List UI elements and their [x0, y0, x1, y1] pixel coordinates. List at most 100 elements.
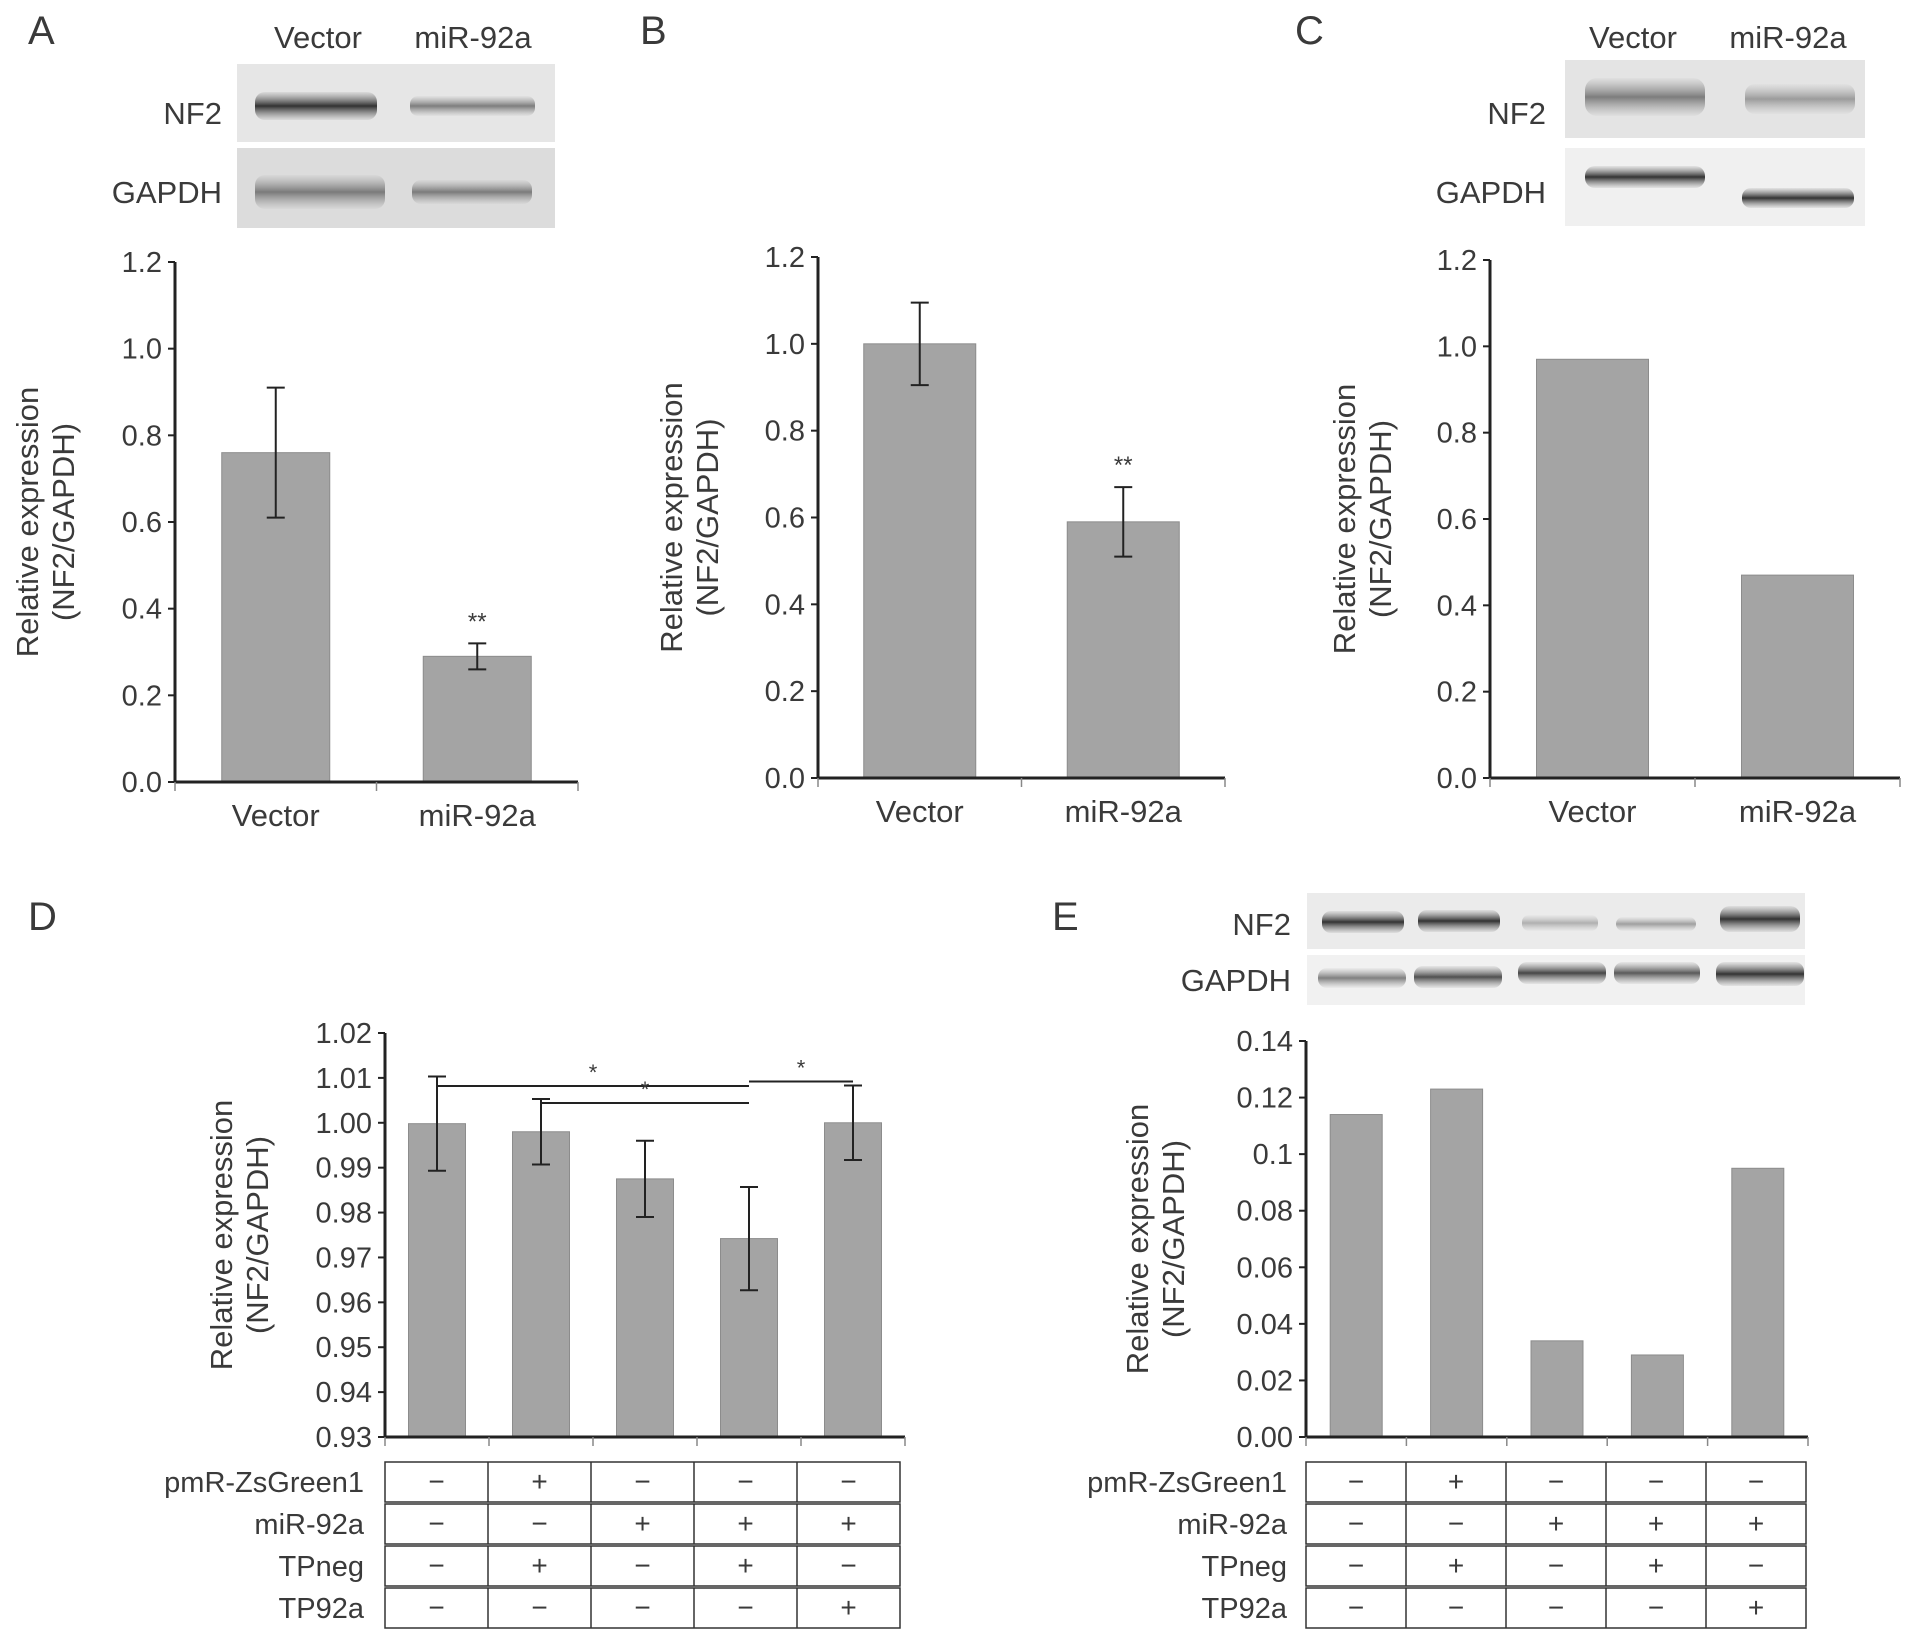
chart-e-ylabel-line-1: Relative expression: [1120, 1104, 1155, 1375]
blot-c-row-label-nf2: NF2: [1487, 96, 1546, 131]
chart-c-ytick-label-0: 0.0: [1437, 763, 1477, 795]
blot-a-row-label-gapdh: GAPDH: [112, 175, 222, 210]
blot-e-gapdh-band-3: [1518, 962, 1606, 984]
chart-d-ytick-label-8: 1.01: [316, 1063, 372, 1095]
blot-c-gapdh-band-vector: [1585, 166, 1705, 188]
blot-e-gapdh-band-1: [1318, 968, 1406, 988]
panel-letter-b: B: [640, 9, 667, 53]
table-e-cell-1-1: −: [1348, 1466, 1364, 1497]
blot-e-gapdh-band-2: [1414, 966, 1502, 988]
table-e-cell-1-5: −: [1748, 1466, 1764, 1497]
blot-c-nf2-band-mir92a: [1745, 84, 1855, 114]
table-e-row-label-1: pmR-ZsGreen1: [1087, 1467, 1287, 1499]
blot-a-col-label-vector: Vector: [274, 20, 362, 55]
chart-c-category-label-2: miR-92a: [1739, 794, 1857, 829]
chart-b-category-label-1: Vector: [876, 794, 964, 829]
blot-a-nf2-band-mir92a: [410, 96, 535, 116]
chart-b: ** 0.0 0.2 0.4 0.6 0.8 1.0 1.2 Vector miR-92a Rela…: [654, 242, 1226, 829]
chart-b-ytick-label-5: 1.0: [765, 329, 805, 361]
table-d-cell-4-5: +: [840, 1592, 856, 1623]
chart-c-bar-1: [1536, 358, 1649, 779]
chart-c: 0.0 0.2 0.4 0.6 0.8 1.0 1.2 Vector miR-92a Relati…: [1327, 245, 1901, 829]
table-d-cell-4-4: −: [737, 1592, 753, 1623]
panel-letter-a: A: [28, 9, 55, 53]
table-d-cell-4-1: −: [428, 1592, 444, 1623]
table-e-row-label-4: TP92a: [1202, 1593, 1288, 1625]
table-e-cell-2-3: +: [1548, 1508, 1564, 1539]
chart-c-ytick-label-1: 0.2: [1437, 677, 1477, 709]
table-e-cell-3-5: −: [1748, 1550, 1764, 1581]
table-e-cell-4-3: −: [1548, 1592, 1564, 1623]
chart-a-category-label-1: Vector: [232, 798, 320, 833]
condition-table-d: pmR-ZsGreen1 − + − − − miR-92a − − + + + TPneg − + − + − T…: [164, 1461, 901, 1629]
chart-e-ytick-label-7: 0.14: [1237, 1026, 1293, 1058]
chart-d-bar-2: [512, 1131, 570, 1438]
chart-c-ytick-label-2: 0.4: [1437, 590, 1477, 622]
chart-c-ytick-label-6: 1.2: [1437, 245, 1477, 277]
chart-b-ytick-label-0: 0.0: [765, 763, 805, 795]
chart-d-bar-3: [616, 1178, 674, 1438]
chart-d-comparison-label-2: *: [641, 1077, 650, 1102]
chart-d-ytick-label-2: 0.95: [316, 1332, 372, 1364]
table-e-row-box-3: [1305, 1545, 1807, 1587]
table-d-cell-2-3: +: [634, 1508, 650, 1539]
chart-e-bar-2: [1430, 1088, 1484, 1438]
chart-c-ytick-label-3: 0.6: [1437, 504, 1477, 536]
chart-d-comparison-label-3: *: [797, 1055, 806, 1080]
blot-c: Vector miR-92a NF2 GAPDH: [1436, 20, 1865, 226]
chart-a-ylabel-line-2: (NF2/GAPDH): [46, 423, 81, 621]
table-d-cell-1-4: −: [737, 1466, 753, 1497]
table-e-cell-4-5: +: [1748, 1592, 1764, 1623]
table-d-cell-1-5: −: [840, 1466, 856, 1497]
chart-e-bar-5: [1731, 1167, 1785, 1438]
chart-b-ytick-label-6: 1.2: [765, 242, 805, 274]
table-d-cell-4-2: −: [531, 1592, 547, 1623]
table-e-cell-4-4: −: [1648, 1592, 1664, 1623]
chart-e-bar-1: [1329, 1114, 1383, 1438]
chart-b-bar-1: [863, 343, 977, 779]
blot-e-nf2-band-5: [1720, 906, 1800, 932]
chart-a: ** 0.0 0.2 0.4 0.6 0.8 1.0 1.2 Vector miR-92a Rela…: [10, 247, 579, 833]
chart-a-ytick-label-0: 0.0: [122, 767, 162, 799]
chart-e-ytick-label-4: 0.08: [1237, 1196, 1293, 1228]
table-e-cell-1-3: −: [1548, 1466, 1564, 1497]
chart-e-ytick-label-0: 0.00: [1237, 1422, 1293, 1454]
table-e-cell-4-2: −: [1448, 1592, 1464, 1623]
chart-c-ylabel-line-1: Relative expression: [1327, 384, 1362, 655]
chart-a-ylabel-line-1: Relative expression: [10, 387, 45, 658]
chart-b-ylabel-line-1: Relative expression: [654, 382, 689, 653]
table-d-row-label-3: TPneg: [279, 1551, 364, 1583]
chart-b-ytick-label-3: 0.6: [765, 503, 805, 535]
chart-e-bar-3: [1530, 1340, 1584, 1438]
chart-d-ytick-label-7: 1.00: [316, 1108, 372, 1140]
chart-e-ytick-label-6: 0.12: [1237, 1083, 1293, 1115]
table-e-row-box-4: [1305, 1587, 1807, 1629]
chart-d-comparison-label-1: *: [589, 1060, 598, 1085]
chart-e-ytick-label-3: 0.06: [1237, 1252, 1293, 1284]
blot-e-nf2-band-4: [1616, 917, 1696, 931]
blot-a-gapdh-band-vector: [255, 175, 385, 209]
blot-a-nf2-band-vector: [255, 92, 377, 120]
blot-c-gapdh-band-mir92a: [1742, 188, 1854, 208]
chart-d-bar-5: [824, 1122, 882, 1438]
chart-d-ytick-label-5: 0.98: [316, 1198, 372, 1230]
blot-a: Vector miR-92a NF2 GAPDH: [112, 20, 555, 228]
chart-d: * * * 0.93 0.94 0.95 0.96 0.97 0.98 0.99 1.00 1.01 1…: [204, 1018, 906, 1454]
blot-c-col-label-vector: Vector: [1589, 20, 1677, 55]
table-d-row-label-4: TP92a: [279, 1593, 365, 1625]
chart-b-category-label-2: miR-92a: [1065, 794, 1183, 829]
chart-d-ytick-label-4: 0.97: [316, 1242, 372, 1274]
table-d-row-label-1: pmR-ZsGreen1: [164, 1467, 364, 1499]
chart-b-significance-2: **: [1114, 452, 1133, 479]
chart-e-ytick-label-5: 0.1: [1253, 1139, 1293, 1171]
chart-c-bar-2: [1741, 574, 1854, 779]
table-d-cell-2-4: +: [737, 1508, 753, 1539]
table-d-cell-1-1: −: [428, 1466, 444, 1497]
table-d-row-box-3: [384, 1545, 901, 1587]
table-d-cell-2-5: +: [840, 1508, 856, 1539]
chart-e-ylabel-line-2: (NF2/GAPDH): [1156, 1140, 1191, 1338]
blot-e: NF2 GAPDH: [1181, 893, 1805, 1005]
table-d-cell-3-2: +: [531, 1550, 547, 1581]
chart-a-ytick-label-1: 0.2: [122, 680, 162, 712]
